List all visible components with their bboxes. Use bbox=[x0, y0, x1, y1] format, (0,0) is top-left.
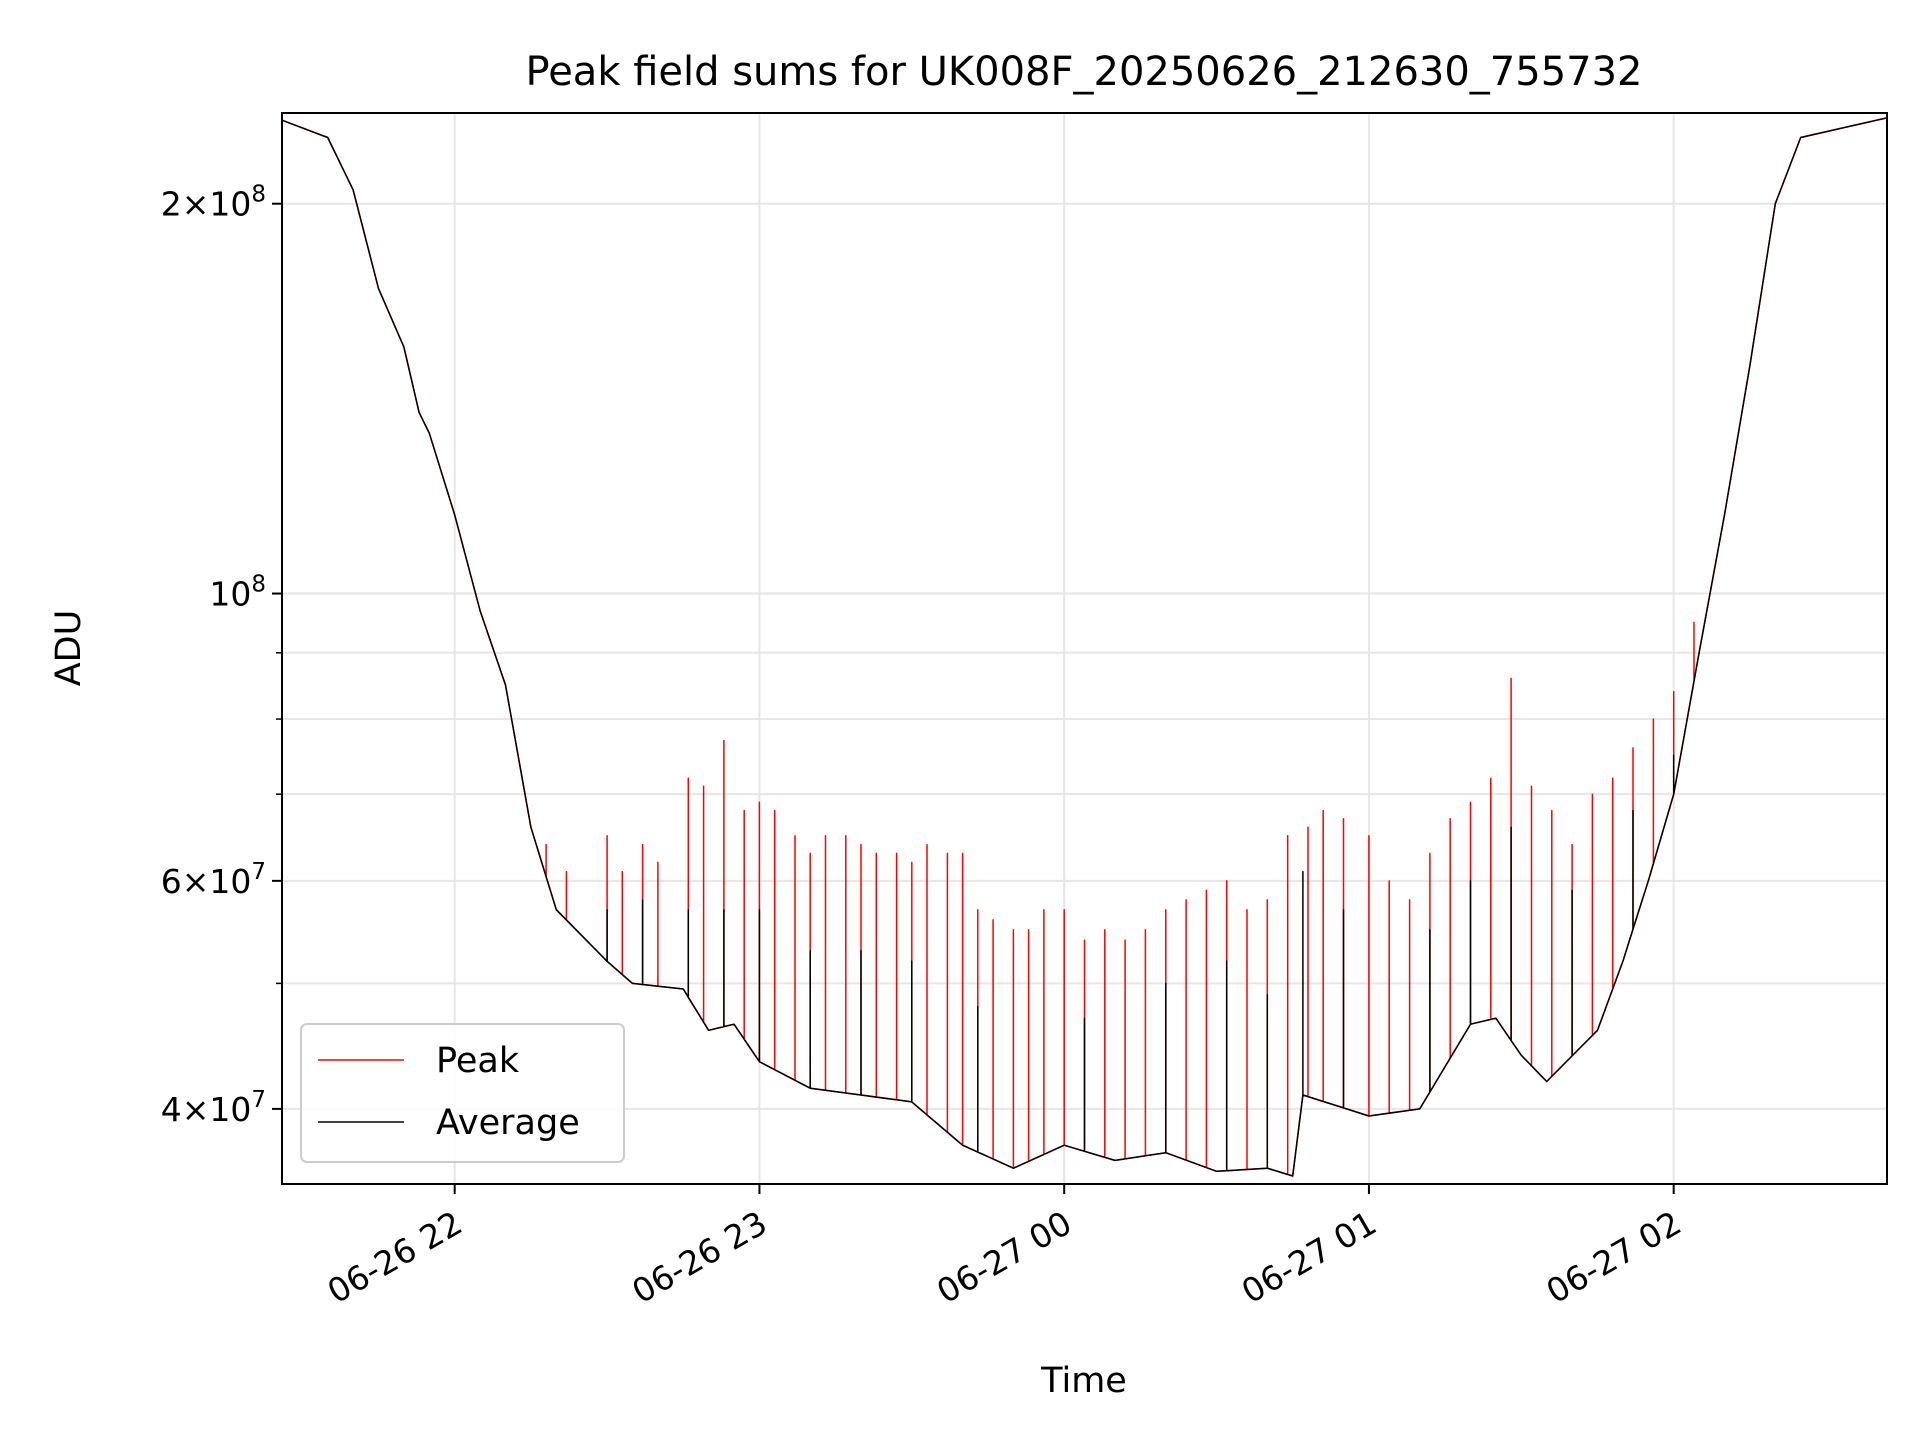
y-tick-label: 6×107 bbox=[161, 859, 266, 901]
x-axis-label: Time bbox=[1040, 1361, 1127, 1401]
y-tick-label: 2×108 bbox=[161, 182, 266, 224]
legend: Peak Average bbox=[300, 1023, 625, 1163]
y-axis-ticks: 4×107 6×107 108 2×108 bbox=[161, 182, 282, 1129]
legend-label-average: Average bbox=[436, 1103, 580, 1143]
legend-label-peak: Peak bbox=[436, 1041, 520, 1081]
series-layer bbox=[282, 117, 1887, 1177]
y-tick-label: 4×107 bbox=[161, 1087, 266, 1129]
legend-box bbox=[300, 1023, 625, 1163]
chart-title: Peak field sums for UK008F_20250626_2126… bbox=[526, 49, 1643, 95]
y-tick-label: 108 bbox=[209, 572, 266, 614]
y-axis-label: ADU bbox=[49, 610, 89, 687]
series-line-average bbox=[282, 117, 1887, 1177]
plot-frame bbox=[281, 112, 1888, 1185]
